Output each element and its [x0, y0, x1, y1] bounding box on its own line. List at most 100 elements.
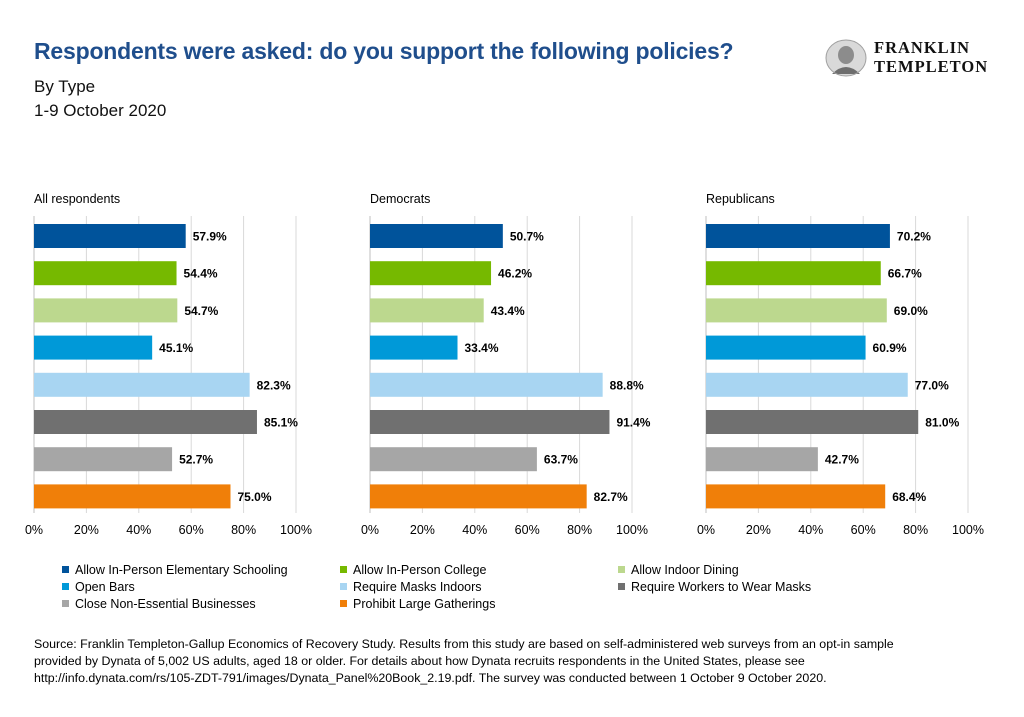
- data-label: 46.2%: [498, 267, 532, 281]
- x-tick-label: 40%: [798, 523, 823, 537]
- bar: [370, 298, 484, 323]
- data-label: 82.7%: [594, 490, 628, 504]
- bar-charts: All respondents 57.9% 54.4% 54.7% 45.1% 82.3%…: [25, 192, 984, 537]
- logo-line-1: FRANKLIN: [874, 38, 971, 57]
- data-label: 68.4%: [892, 490, 926, 504]
- x-tick-label: 100%: [280, 523, 312, 537]
- legend-label: Open Bars: [75, 580, 135, 594]
- data-label: 85.1%: [264, 416, 298, 430]
- logo-wordmark: FRANKLIN TEMPLETON: [874, 38, 988, 76]
- bar: [34, 261, 177, 286]
- data-label: 81.0%: [925, 416, 959, 430]
- x-tick-label: 80%: [567, 523, 592, 537]
- legend-item: Open Bars: [62, 580, 135, 594]
- data-label: 45.1%: [159, 341, 193, 355]
- bar: [706, 298, 887, 323]
- legend-item: Prohibit Large Gatherings: [340, 597, 495, 611]
- legend-swatch: [340, 600, 347, 607]
- legend-item: Allow In-Person College: [340, 563, 486, 577]
- data-label: 77.0%: [915, 378, 949, 392]
- logo-line-2: TEMPLETON: [874, 57, 989, 76]
- bar: [706, 447, 818, 472]
- data-label: 69.0%: [894, 304, 928, 318]
- data-label: 66.7%: [888, 267, 922, 281]
- bar: [370, 261, 492, 286]
- bar: [34, 447, 173, 472]
- data-label: 57.9%: [193, 230, 227, 244]
- legend-label: Allow In-Person College: [353, 563, 487, 577]
- legend-swatch: [618, 583, 625, 590]
- legend-label: Require Masks Indoors: [353, 580, 482, 594]
- data-label: 82.3%: [257, 378, 291, 392]
- panel-title: Republicans: [706, 192, 775, 206]
- legend-label: Close Non-Essential Businesses: [75, 597, 256, 611]
- chart-panel: Republicans 70.2% 66.7% 69.0% 60.9% 77.0% 81.0…: [697, 192, 984, 537]
- franklin-templeton-logo: FRANKLIN TEMPLETON: [824, 38, 1004, 78]
- legend-label: Require Workers to Wear Masks: [631, 580, 812, 594]
- data-label: 88.8%: [610, 378, 644, 392]
- legend-swatch: [618, 566, 625, 573]
- x-tick-label: 20%: [746, 523, 771, 537]
- bar: [34, 484, 231, 509]
- data-label: 91.4%: [616, 416, 650, 430]
- bar: [706, 224, 890, 248]
- legend-swatch: [340, 583, 347, 590]
- source-note: Source: Franklin Templeton-Gallup Econom…: [34, 636, 994, 687]
- legend-swatch: [340, 566, 347, 573]
- source-line-1: Source: Franklin Templeton-Gallup Econom…: [34, 637, 894, 651]
- x-tick-label: 60%: [515, 523, 540, 537]
- bar: [706, 335, 866, 360]
- bar: [370, 372, 603, 397]
- x-tick-label: 40%: [126, 523, 151, 537]
- bar: [370, 224, 503, 248]
- bar: [370, 484, 587, 509]
- x-tick-label: 80%: [231, 523, 256, 537]
- source-line-2: provided by Dynata of 5,002 US adults, a…: [34, 654, 805, 668]
- data-label: 63.7%: [544, 453, 578, 467]
- data-label: 75.0%: [238, 490, 272, 504]
- legend-swatch: [62, 600, 69, 607]
- legend-swatch: [62, 566, 69, 573]
- data-label: 43.4%: [491, 304, 525, 318]
- data-label: 70.2%: [897, 230, 931, 244]
- x-tick-label: 0%: [25, 523, 43, 537]
- x-tick-label: 80%: [903, 523, 928, 537]
- x-tick-label: 60%: [179, 523, 204, 537]
- legend-label: Prohibit Large Gatherings: [353, 597, 496, 611]
- x-tick-label: 60%: [851, 523, 876, 537]
- x-tick-label: 40%: [462, 523, 487, 537]
- legend-item: Allow Indoor Dining: [618, 563, 739, 577]
- bar: [370, 410, 610, 434]
- chart-legend: Allow In-Person Elementary Schooling Allo…: [62, 563, 962, 617]
- legend-item: Require Masks Indoors: [340, 580, 482, 594]
- legend-label: Allow Indoor Dining: [631, 563, 739, 577]
- data-label: 54.7%: [184, 304, 218, 318]
- page-title: Respondents were asked: do you support t…: [34, 38, 734, 64]
- legend-item: Allow In-Person Elementary Schooling: [62, 563, 288, 577]
- bar: [370, 335, 458, 360]
- bar: [34, 372, 250, 397]
- data-label: 42.7%: [825, 453, 859, 467]
- panel-title: All respondents: [34, 192, 120, 206]
- legend-item: Require Workers to Wear Masks: [618, 580, 811, 594]
- chart-panel: All respondents 57.9% 54.4% 54.7% 45.1% 82.3%…: [25, 192, 312, 537]
- x-tick-label: 20%: [74, 523, 99, 537]
- chart-panel: Democrats 50.7% 46.2% 43.4% 33.4% 88.8% 91.4% 6…: [361, 192, 651, 537]
- data-label: 60.9%: [873, 341, 907, 355]
- date-range: 1-9 October 2020: [34, 101, 167, 120]
- data-label: 52.7%: [179, 453, 213, 467]
- chart-subtitle: By Type: [34, 77, 96, 96]
- bar: [34, 224, 186, 248]
- data-label: 54.4%: [184, 267, 218, 281]
- data-label: 33.4%: [465, 341, 499, 355]
- portrait-icon: [825, 39, 867, 77]
- bar: [34, 298, 178, 323]
- source-line-3: http://info.dynata.com/rs/105-ZDT-791/im…: [34, 671, 827, 685]
- bar: [706, 372, 908, 397]
- bar: [34, 335, 153, 360]
- legend-item: Close Non-Essential Businesses: [62, 597, 256, 611]
- bar: [706, 410, 919, 434]
- legend-label: Allow In-Person Elementary Schooling: [75, 563, 288, 577]
- bar: [34, 410, 257, 434]
- bar: [370, 447, 537, 472]
